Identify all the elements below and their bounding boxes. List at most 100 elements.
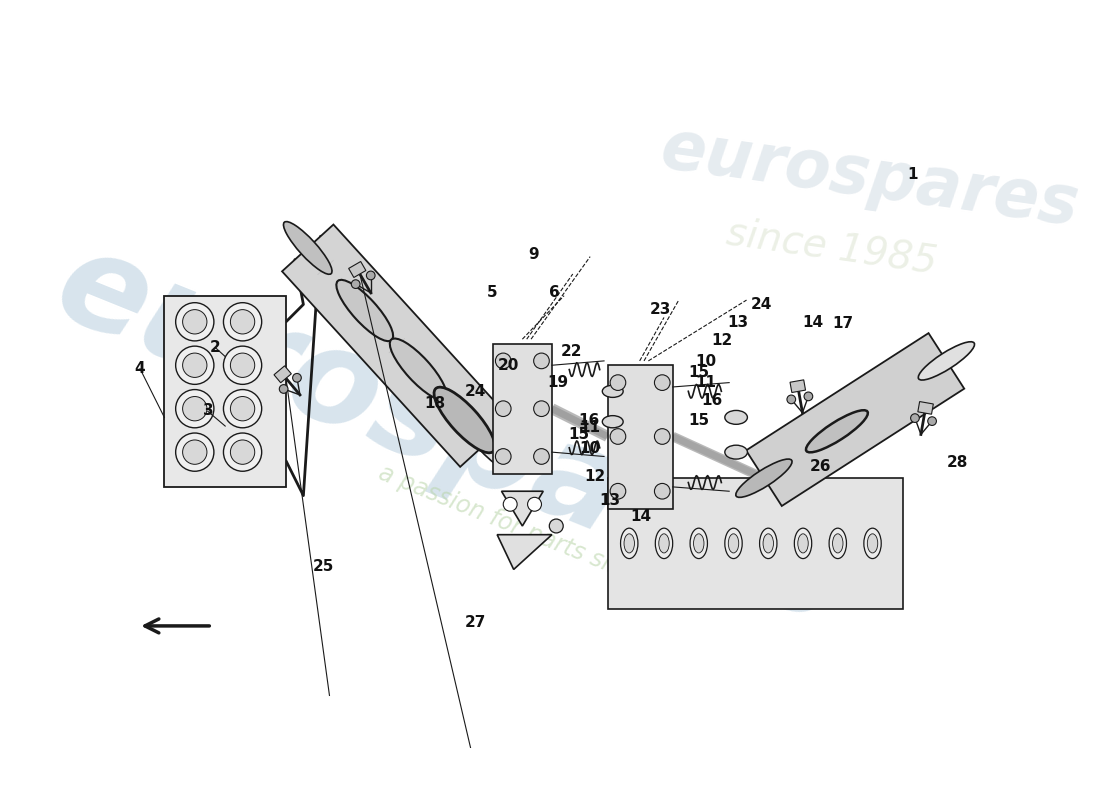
Ellipse shape: [794, 528, 812, 558]
Text: 15: 15: [689, 414, 710, 428]
Ellipse shape: [659, 534, 669, 553]
Circle shape: [223, 433, 262, 471]
Circle shape: [230, 353, 255, 378]
Polygon shape: [274, 366, 292, 382]
Ellipse shape: [284, 222, 332, 274]
Text: 15: 15: [569, 427, 590, 442]
FancyBboxPatch shape: [607, 478, 903, 609]
Circle shape: [176, 433, 213, 471]
Ellipse shape: [389, 338, 447, 400]
Text: eurospares: eurospares: [39, 219, 860, 650]
Circle shape: [223, 302, 262, 341]
Ellipse shape: [760, 528, 777, 558]
Text: 18: 18: [425, 396, 446, 411]
Ellipse shape: [867, 534, 878, 553]
Text: 12: 12: [584, 469, 605, 484]
Ellipse shape: [656, 528, 673, 558]
Ellipse shape: [829, 528, 847, 558]
Circle shape: [176, 390, 213, 428]
Text: 16: 16: [579, 414, 600, 428]
Text: 1: 1: [908, 166, 918, 182]
Ellipse shape: [603, 416, 624, 428]
Text: 9: 9: [528, 246, 539, 262]
Text: 22: 22: [561, 344, 583, 359]
Ellipse shape: [864, 528, 881, 558]
Text: 12: 12: [712, 334, 733, 349]
Polygon shape: [790, 380, 805, 393]
Circle shape: [183, 310, 207, 334]
Circle shape: [230, 310, 255, 334]
Circle shape: [610, 483, 626, 499]
Circle shape: [549, 519, 563, 533]
Circle shape: [223, 346, 262, 384]
Text: 20: 20: [498, 358, 519, 373]
Text: 4: 4: [134, 362, 145, 376]
Polygon shape: [497, 534, 552, 570]
Text: 27: 27: [464, 615, 486, 630]
Circle shape: [610, 429, 626, 444]
Circle shape: [786, 395, 795, 404]
Circle shape: [495, 353, 512, 369]
Circle shape: [534, 353, 549, 369]
Text: a passion for parts since 1985: a passion for parts since 1985: [375, 461, 715, 617]
FancyBboxPatch shape: [164, 296, 286, 487]
Circle shape: [528, 498, 541, 511]
Text: 3: 3: [204, 403, 213, 418]
Text: 5: 5: [487, 285, 497, 300]
Circle shape: [495, 449, 512, 464]
Polygon shape: [502, 491, 543, 526]
Circle shape: [804, 392, 813, 401]
Circle shape: [351, 280, 360, 289]
Text: 13: 13: [727, 314, 749, 330]
Text: 13: 13: [600, 494, 620, 508]
Text: 14: 14: [630, 510, 651, 524]
Circle shape: [654, 375, 670, 390]
FancyBboxPatch shape: [493, 343, 552, 474]
Text: 10: 10: [695, 354, 716, 370]
Circle shape: [534, 449, 549, 464]
Circle shape: [927, 417, 936, 426]
Circle shape: [911, 414, 920, 422]
Text: 2: 2: [210, 340, 221, 355]
Text: 10: 10: [580, 441, 601, 456]
Ellipse shape: [434, 387, 495, 453]
Circle shape: [610, 375, 626, 390]
Text: 24: 24: [464, 384, 486, 399]
Ellipse shape: [725, 410, 747, 424]
Ellipse shape: [462, 417, 510, 470]
Ellipse shape: [806, 410, 868, 452]
Polygon shape: [349, 262, 366, 278]
Ellipse shape: [603, 386, 624, 398]
Circle shape: [654, 429, 670, 444]
FancyBboxPatch shape: [607, 366, 673, 509]
Text: 14: 14: [802, 314, 823, 330]
Text: 23: 23: [650, 302, 671, 317]
Ellipse shape: [763, 534, 773, 553]
Circle shape: [176, 346, 213, 384]
Circle shape: [230, 397, 255, 421]
Circle shape: [230, 440, 255, 464]
Ellipse shape: [725, 445, 747, 459]
Ellipse shape: [620, 528, 638, 558]
Ellipse shape: [728, 534, 739, 553]
Circle shape: [534, 401, 549, 417]
Circle shape: [279, 385, 288, 394]
Ellipse shape: [690, 528, 707, 558]
Ellipse shape: [798, 534, 808, 553]
Circle shape: [503, 498, 517, 511]
Text: 11: 11: [695, 375, 716, 390]
Text: 24: 24: [750, 297, 772, 311]
Text: 26: 26: [810, 458, 830, 474]
Text: 6: 6: [549, 285, 560, 300]
Ellipse shape: [736, 459, 792, 498]
Ellipse shape: [337, 280, 393, 341]
Text: 16: 16: [702, 393, 723, 407]
Ellipse shape: [725, 528, 742, 558]
Text: 28: 28: [947, 455, 969, 470]
Polygon shape: [282, 225, 512, 467]
Circle shape: [366, 271, 375, 280]
Text: since 1985: since 1985: [724, 214, 939, 281]
Text: 25: 25: [312, 559, 334, 574]
Circle shape: [293, 374, 301, 382]
Text: 19: 19: [547, 375, 568, 390]
